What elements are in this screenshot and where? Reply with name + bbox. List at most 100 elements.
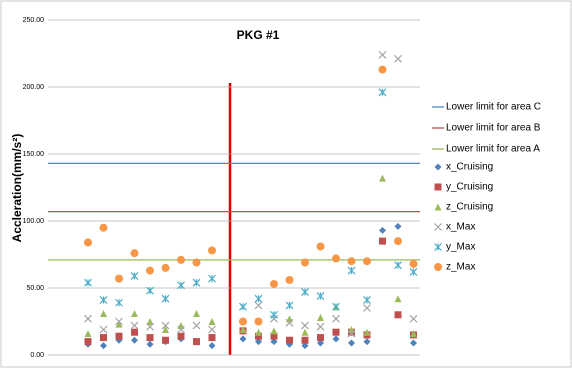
data-point: [84, 338, 92, 346]
y-tick-label: 100.00: [23, 218, 45, 225]
data-point: [192, 258, 201, 267]
y-tick-label: 250.00: [23, 17, 45, 24]
data-point: [162, 336, 169, 344]
data-point: [285, 318, 294, 327]
data-point: [316, 242, 325, 251]
data-point: [270, 327, 278, 335]
legend-label: Lower limit for area A: [446, 144, 540, 155]
data-point: [254, 294, 263, 303]
legend-swatch: [434, 183, 442, 191]
data-point: [84, 278, 92, 287]
data-point: [239, 302, 247, 311]
data-point: [161, 263, 170, 272]
data-point: [410, 330, 417, 338]
data-point: [347, 329, 356, 338]
data-point: [348, 339, 355, 347]
data-point: [115, 317, 123, 326]
data-point: [84, 330, 92, 338]
data-point: [379, 226, 386, 234]
data-point: [410, 339, 417, 347]
data-point: [130, 249, 139, 258]
data-point: [208, 274, 216, 283]
data-point: [301, 328, 309, 336]
data-point: [394, 295, 402, 303]
data-point: [378, 88, 387, 97]
legend-label: z_Max: [446, 262, 475, 273]
data-point: [254, 317, 263, 326]
data-point: [146, 318, 154, 325]
data-point: [177, 325, 185, 334]
data-point: [193, 338, 200, 346]
data-point: [161, 321, 170, 330]
data-point: [379, 174, 386, 182]
legend-swatch: [434, 243, 442, 251]
data-point: [363, 296, 371, 304]
data-point: [130, 321, 139, 330]
data-point: [286, 336, 293, 344]
data-point: [146, 266, 154, 275]
y-tick-label: 200.00: [23, 84, 45, 91]
data-point: [177, 332, 185, 340]
data-point: [131, 328, 138, 336]
data-point: [254, 301, 263, 310]
data-point: [146, 286, 154, 295]
y-axis-label: Accleration(mm/s²): [10, 134, 24, 243]
data-point: [394, 54, 402, 63]
chart-title: PKG #1: [237, 28, 280, 42]
data-point: [99, 296, 108, 304]
data-point: [208, 334, 216, 342]
data-point: [99, 325, 108, 334]
data-point: [301, 321, 309, 330]
legend-swatch: [434, 223, 442, 231]
data-point: [301, 258, 309, 267]
data-point: [192, 278, 201, 287]
data-point: [100, 309, 107, 317]
data-point: [193, 309, 200, 317]
data-point: [162, 326, 169, 334]
data-point: [301, 288, 309, 296]
y-tick-label: 0.00: [30, 352, 44, 359]
data-point: [146, 340, 154, 348]
data-point: [270, 310, 278, 319]
data-point: [317, 313, 324, 321]
data-point: [347, 257, 356, 266]
data-point: [270, 279, 278, 288]
legend-label: Lower limit for area C: [446, 102, 541, 113]
data-point: [208, 246, 216, 255]
legend-label: x_Max: [446, 222, 475, 233]
data-point: [285, 301, 294, 310]
legend-label: y_Max: [446, 242, 475, 253]
data-point: [394, 237, 402, 246]
legend-swatch: [434, 203, 442, 211]
data-point: [363, 304, 371, 313]
data-point: [379, 237, 386, 245]
data-point: [378, 65, 387, 74]
data-point: [332, 328, 340, 336]
data-point: [131, 336, 138, 344]
data-point: [115, 332, 123, 340]
legend-label: x_Cruising: [446, 162, 493, 173]
data-point: [115, 274, 123, 283]
data-point: [208, 318, 216, 325]
data-point: [378, 50, 387, 59]
data-point: [270, 338, 278, 346]
data-point: [332, 254, 340, 263]
data-point: [363, 338, 371, 346]
y-tick-label: 50.00: [26, 285, 44, 292]
legend-swatch: [434, 163, 442, 171]
data-point: [146, 334, 154, 342]
legend-label: Lower limit for area B: [446, 123, 541, 134]
data-point: [177, 281, 185, 290]
data-point: [255, 338, 262, 346]
data-point: [115, 298, 123, 307]
data-point: [84, 314, 92, 323]
data-point: [192, 321, 201, 330]
data-point: [332, 314, 340, 323]
data-point: [239, 317, 247, 326]
legend-swatch: [434, 263, 442, 271]
data-point: [301, 342, 309, 350]
data-point: [317, 334, 324, 342]
